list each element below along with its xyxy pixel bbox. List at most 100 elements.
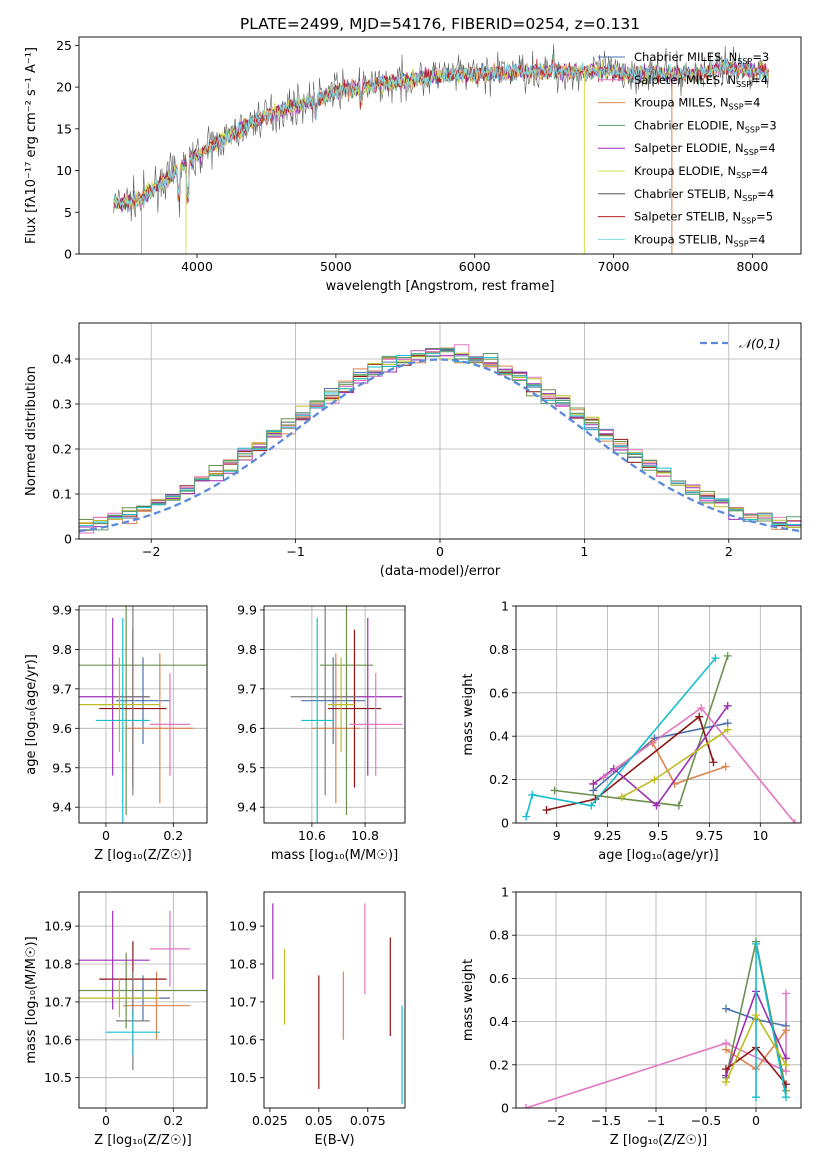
x-tick-label: −1.5 <box>591 1113 621 1128</box>
y-tick-label: 0.8 <box>489 928 509 943</box>
y-tick-label: 0.6 <box>489 685 509 700</box>
plot-area <box>522 651 799 823</box>
y-tick-label: 9.7 <box>52 681 72 696</box>
y-tick-label: 1 <box>501 885 509 900</box>
mass-weight-line <box>592 705 729 807</box>
y-axis-label: mass [log₁₀(M/M☉)] <box>24 936 39 1063</box>
axes-frame <box>78 891 208 1109</box>
axes: 0.025 0.05 0.075 10.5 10.6 10.7 10.8 10.9 E(B-V) <box>229 891 406 1148</box>
mass-vs-extinction-panel: 0.025 0.05 0.075 10.5 10.6 10.7 10.8 10.9 E(B-V) <box>229 891 406 1148</box>
data-point-marker <box>782 1026 790 1035</box>
x-tick-label: 0.075 <box>350 1113 386 1128</box>
axes-frame <box>515 605 802 824</box>
y-tick-label: 0 <box>64 247 72 262</box>
y-tick-label: 9.9 <box>237 602 257 617</box>
grid <box>264 606 405 823</box>
legend-label: 𝒩(0,1) <box>739 336 781 351</box>
axes-frame <box>263 891 406 1109</box>
histogram-series <box>79 351 801 531</box>
data-point-marker <box>721 762 730 771</box>
mass-vs-metallicity-panel: 0 0.2 10.5 10.6 10.7 10.8 10.9 Z [log₁₀(Z/Z☉)] m… <box>24 891 208 1148</box>
x-tick-label: 5000 <box>320 259 352 274</box>
mass-weight-line <box>603 706 796 823</box>
y-tick-label: 9.5 <box>237 760 257 775</box>
data-point-marker <box>723 725 732 734</box>
y-axis-label: age [log₁₀(age/yr)] <box>24 654 39 775</box>
x-tick-label: 10.6 <box>298 828 326 843</box>
legend-label: Salpeter STELIB, NSSP=5 <box>634 210 773 226</box>
y-tick-label: 0.3 <box>52 397 72 412</box>
figure-title: PLATE=2499, MJD=54176, FIBERID=0254, z=0… <box>240 15 640 33</box>
spectrum-line <box>113 60 769 210</box>
y-tick-label: 1 <box>501 599 509 614</box>
data-point-marker <box>589 779 598 788</box>
spectrum-line <box>113 44 769 222</box>
x-axis-label: (data-model)/error <box>380 564 501 579</box>
y-tick-label: 10.7 <box>229 994 257 1009</box>
age-vs-mass-panel: 10.6 10.8 9.4 9.5 9.6 9.7 9.8 9.9 mass [log₁₀(M/… <box>237 602 406 863</box>
grid <box>79 606 207 823</box>
data-point-marker <box>617 792 626 801</box>
y-tick-label: 9.4 <box>52 800 72 815</box>
x-tick-label: 0.05 <box>305 1113 333 1128</box>
data-point-marker <box>599 773 608 782</box>
y-tick-label: 0 <box>501 1101 509 1116</box>
y-tick-label: 20 <box>56 80 72 95</box>
spectrum-line <box>113 58 769 210</box>
y-tick-label: 25 <box>56 38 72 53</box>
data-point-marker <box>790 819 799 823</box>
x-tick-label: 0 <box>752 1113 760 1128</box>
axes: −2 −1.5 −1 −0.5 0 0 0.2 0.4 0.6 0.8 1 Z [log₁₀(Z/Z☉… <box>461 885 802 1148</box>
y-tick-label: 10.5 <box>229 1070 257 1085</box>
spectrum-panel: 4000 5000 6000 7000 8000 0 5 10 15 20 25 wavelength… <box>24 36 802 294</box>
x-axis-label: mass [log₁₀(M/M☉)] <box>271 848 398 863</box>
x-tick-label: 0 <box>102 828 110 843</box>
data-point-marker <box>752 1093 760 1102</box>
y-tick-label: 9.9 <box>52 602 72 617</box>
y-axis-label: mass weight <box>461 673 476 755</box>
legend: 𝒩(0,1) <box>700 336 781 351</box>
y-tick-label: 9.6 <box>237 721 257 736</box>
y-tick-label: 5 <box>64 205 72 220</box>
y-tick-label: 9.8 <box>237 642 257 657</box>
residuals-panel: −2 −1 0 1 2 0 0.1 0.2 0.3 0.4 (data-model)/error No… <box>24 322 802 579</box>
x-tick-label: 7000 <box>598 259 630 274</box>
legend-label: Kroupa MILES, NSSP=4 <box>634 96 760 112</box>
y-tick-label: 10.6 <box>44 1032 72 1047</box>
y-tick-label: 0.6 <box>489 971 509 986</box>
data-point-marker <box>782 989 790 998</box>
axes: 0 0.2 10.5 10.6 10.7 10.8 10.9 Z [log₁₀(Z/Z☉)] m… <box>24 891 208 1148</box>
axes: −2 −1 0 1 2 0 0.1 0.2 0.3 0.4 (data-model)/error No… <box>24 322 802 579</box>
data-point-marker <box>723 701 732 710</box>
y-tick-label: 0.4 <box>489 729 509 744</box>
data-point-marker <box>782 1060 790 1069</box>
x-tick-label: 2 <box>725 544 733 559</box>
y-tick-label: 0 <box>64 532 72 547</box>
axes-frame <box>78 36 802 255</box>
y-tick-label: 15 <box>56 121 72 136</box>
data-point-marker <box>709 758 718 767</box>
x-tick-label: −0.5 <box>691 1113 721 1128</box>
y-tick-label: 9.4 <box>237 800 257 815</box>
x-tick-label: 0.2 <box>163 1113 183 1128</box>
data-point-marker <box>722 1004 730 1013</box>
plot-area <box>272 903 403 1105</box>
plot-area <box>522 937 790 1108</box>
y-tick-label: 10.5 <box>44 1070 72 1085</box>
plot-area <box>79 910 207 1071</box>
x-tick-label: 0 <box>436 544 444 559</box>
legend-label: Chabrier MILES, NSSP=3 <box>634 50 769 66</box>
data-point-marker <box>722 1078 730 1087</box>
data-point-marker <box>652 801 661 810</box>
data-point-marker <box>722 1045 730 1054</box>
x-tick-label: −1 <box>286 544 304 559</box>
y-tick-label: 9.5 <box>52 760 72 775</box>
x-tick-label: 10.8 <box>351 828 379 843</box>
mass-weight-line <box>554 655 729 807</box>
data-point-marker <box>587 801 596 810</box>
legend-label: Kroupa STELIB, NSSP=4 <box>634 232 765 248</box>
legend-label: Chabrier ELODIE, NSSP=3 <box>634 118 777 134</box>
x-tick-label: 6000 <box>459 259 491 274</box>
legend-label: Salpeter ELODIE, NSSP=4 <box>634 141 776 157</box>
y-tick-label: 0.4 <box>52 352 72 367</box>
